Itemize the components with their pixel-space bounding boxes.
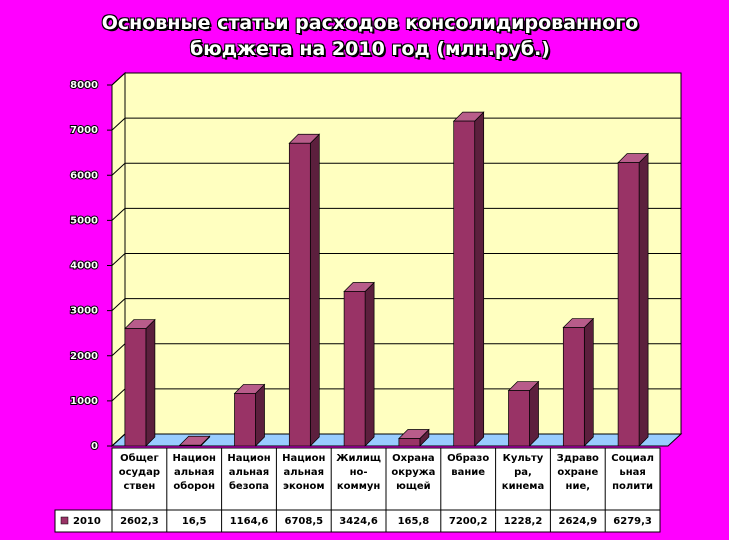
x-tick-label: Общег осудар ствен	[118, 453, 161, 492]
bar-group	[617, 152, 649, 447]
bar	[234, 393, 256, 447]
bar	[562, 327, 585, 447]
bar-side	[145, 318, 156, 447]
bar-group	[178, 435, 211, 447]
x-tick-label: Здраво охране ние,	[556, 453, 599, 492]
value-label: 165,8	[398, 516, 430, 527]
chart-title: Основные статьи расходов консолидированн…	[101, 12, 639, 60]
x-tick-label-box: Национ альная безопа	[227, 453, 271, 492]
legend-key	[60, 516, 69, 525]
x-tick-label-box: Жилищ но- коммун	[336, 453, 381, 492]
x-tick-label: Охрана окружа ющей	[391, 453, 436, 492]
bar-side	[364, 281, 375, 447]
grid-line	[111, 162, 681, 176]
value-label: 2602,3	[120, 516, 159, 527]
bar-group	[452, 111, 485, 447]
y-tick-label: 2000	[70, 351, 98, 362]
bar-group	[562, 317, 595, 447]
bar-side	[474, 111, 485, 447]
x-tick-label: Национ альная оборон	[172, 453, 216, 492]
bar-group	[124, 318, 156, 447]
bar-group	[233, 383, 266, 447]
y-tick-label: 8000	[70, 80, 98, 91]
value-label: 7200,2	[449, 516, 488, 527]
y-tick-label: 5000	[70, 215, 98, 226]
bar-side	[638, 152, 649, 447]
x-tick-label-box: Здраво охране ние,	[556, 453, 599, 492]
table-bg	[54, 509, 661, 533]
bar-side	[529, 380, 539, 447]
bar	[617, 162, 640, 447]
x-tick-label: Образо вание	[447, 453, 490, 478]
bar-group	[343, 281, 375, 447]
value-label: 1228,2	[504, 516, 543, 527]
value-label: 16,5	[182, 516, 207, 527]
y-tick-label: 1000	[70, 396, 98, 407]
x-tick-label-box: Национ альная оборон	[172, 453, 216, 492]
bar	[179, 444, 202, 447]
value-label: 6279,3	[613, 516, 652, 527]
value-label: 2624,9	[559, 516, 598, 527]
legend-label: 2010	[73, 516, 101, 527]
bar	[398, 438, 421, 447]
bar	[508, 390, 530, 447]
bar-group	[507, 380, 540, 447]
grid-line	[111, 72, 681, 86]
y-tick-label: 3000	[70, 306, 98, 317]
value-label: 3424,6	[339, 516, 378, 527]
bar	[288, 142, 311, 447]
bar-side	[255, 383, 265, 447]
value-label: 1164,6	[230, 516, 269, 527]
bar-group	[398, 428, 430, 447]
title-box: Основные статьи расходов консолидированн…	[101, 12, 639, 60]
y-tick-label: 0	[91, 441, 98, 452]
y-tick-label: 6000	[70, 170, 98, 181]
x-tick-label: Национ альная безопа	[227, 453, 271, 492]
x-tick-label-box: Общег осудар ствен	[118, 453, 161, 492]
x-tick-label: Жилищ но- коммун	[336, 453, 381, 492]
x-tick-label: Национ альная эконом	[282, 453, 326, 492]
x-tick-label-box: Культу ра, кинема	[501, 453, 545, 492]
x-tick-label-box: Образо вание	[447, 453, 490, 478]
bar	[453, 120, 476, 447]
x-tick-label: Социал ьная полити	[611, 453, 654, 492]
grid-line	[111, 253, 681, 266]
x-tick-label-box: Охрана окружа ющей	[391, 453, 436, 492]
x-tick-label-box: Социал ьная полити	[611, 453, 654, 492]
grid-line	[111, 207, 681, 221]
grid-line	[111, 117, 681, 131]
bar-side	[309, 133, 320, 447]
bar	[124, 328, 147, 447]
x-tick-label-box: Национ альная эконом	[282, 453, 326, 492]
bar	[343, 291, 366, 447]
y-tick-label: 7000	[70, 125, 98, 136]
grid-line	[111, 298, 681, 311]
x-tick-label: Культу ра, кинема	[501, 453, 545, 492]
value-label: 6708,5	[285, 516, 324, 527]
bar-group	[288, 133, 321, 447]
y-tick-label: 4000	[70, 261, 98, 272]
bar-side	[583, 317, 594, 447]
